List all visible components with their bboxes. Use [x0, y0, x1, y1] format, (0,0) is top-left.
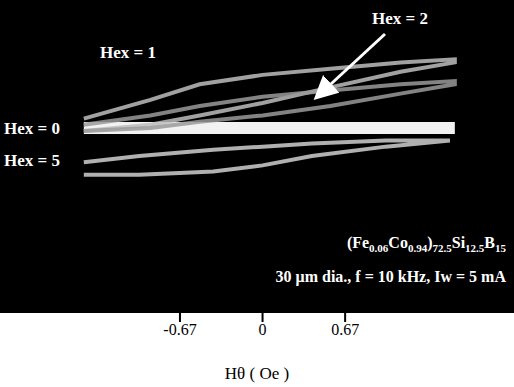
svg-text:-0.67: -0.67: [163, 321, 196, 338]
svg-text:0: 0: [259, 321, 267, 338]
svg-text:Hθ ( Oe ): Hθ ( Oe ): [225, 364, 289, 383]
svg-text:Hex = 5: Hex = 5: [4, 151, 60, 170]
svg-text:Hex = 2: Hex = 2: [372, 9, 428, 28]
svg-text:0.67: 0.67: [331, 321, 359, 338]
svg-text:30 μm dia., f = 10 kHz, Iw = 5: 30 μm dia., f = 10 kHz, Iw = 5 mA: [276, 268, 507, 286]
svg-text:Hex = 0: Hex = 0: [4, 119, 60, 138]
svg-text:Hex = 1: Hex = 1: [100, 43, 156, 62]
svg-text:(Fe0.06Co0.94)72.5Si12.5B15: (Fe0.06Co0.94)72.5Si12.5B15: [347, 234, 507, 254]
